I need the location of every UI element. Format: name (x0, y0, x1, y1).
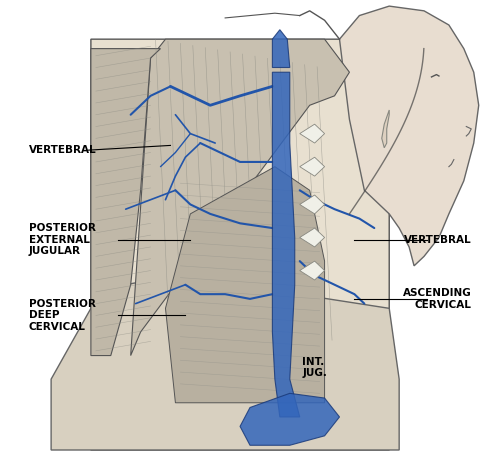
Polygon shape (340, 6, 478, 266)
Polygon shape (130, 39, 350, 356)
Polygon shape (382, 110, 389, 148)
Polygon shape (300, 157, 324, 176)
Polygon shape (51, 276, 399, 450)
Polygon shape (300, 124, 324, 143)
Polygon shape (300, 261, 324, 280)
Text: POSTERIOR
EXTERNAL
JUGULAR: POSTERIOR EXTERNAL JUGULAR (28, 223, 96, 256)
Polygon shape (91, 39, 389, 450)
Text: VERTEBRAL: VERTEBRAL (404, 235, 471, 245)
Polygon shape (166, 167, 324, 403)
Polygon shape (300, 195, 324, 214)
Polygon shape (91, 48, 160, 356)
Polygon shape (272, 30, 290, 67)
Polygon shape (240, 393, 340, 445)
Text: ASCENDING
CERVICAL: ASCENDING CERVICAL (402, 288, 471, 310)
Polygon shape (300, 228, 324, 247)
Text: VERTEBRAL: VERTEBRAL (28, 145, 96, 155)
Text: POSTERIOR
DEEP
CERVICAL: POSTERIOR DEEP CERVICAL (28, 299, 96, 332)
Polygon shape (272, 72, 299, 417)
Text: INT.
JUG.: INT. JUG. (302, 357, 327, 378)
